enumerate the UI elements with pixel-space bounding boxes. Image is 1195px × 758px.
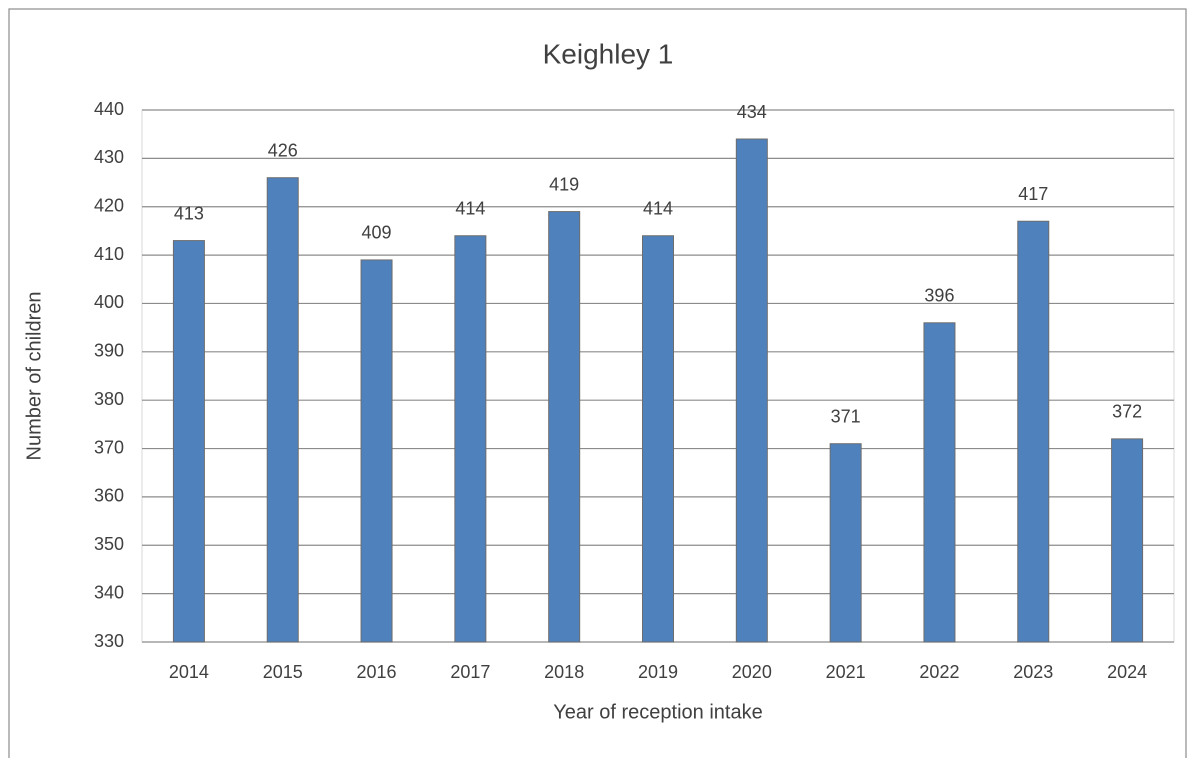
bar <box>172 240 205 643</box>
data-label: 372 <box>1112 402 1142 422</box>
x-tick-label: 2024 <box>1107 662 1147 682</box>
y-axis-label: Number of children <box>23 292 45 461</box>
y-tick-label: 370 <box>94 437 124 457</box>
bar <box>735 138 768 643</box>
y-tick-label: 350 <box>94 534 124 554</box>
y-tick-label: 420 <box>94 195 124 215</box>
bar <box>360 259 393 643</box>
x-tick-label: 2020 <box>732 662 772 682</box>
x-tick-label: 2015 <box>263 662 303 682</box>
y-tick-label: 440 <box>94 99 124 119</box>
chart-border <box>8 8 1187 758</box>
x-axis-label: Year of reception intake <box>553 701 762 723</box>
data-label: 396 <box>924 286 954 306</box>
bar <box>266 177 299 643</box>
data-label: 419 <box>549 174 579 194</box>
y-tick-label: 430 <box>94 147 124 167</box>
chart-title: Keighley 1 <box>543 38 674 69</box>
data-label: 426 <box>268 140 298 160</box>
bar <box>548 211 581 643</box>
data-label: 409 <box>362 223 392 243</box>
bar <box>1111 438 1144 643</box>
y-tick-label: 410 <box>94 244 124 264</box>
x-tick-label: 2023 <box>1013 662 1053 682</box>
x-tick-label: 2018 <box>544 662 584 682</box>
bar <box>642 235 674 643</box>
data-label: 414 <box>643 198 673 218</box>
y-tick-label: 380 <box>94 389 124 409</box>
y-tick-label: 390 <box>94 341 124 361</box>
y-tick-label: 340 <box>94 582 124 602</box>
data-label: 371 <box>831 406 861 426</box>
data-label: 413 <box>174 203 204 223</box>
x-tick-label: 2022 <box>919 662 959 682</box>
x-tick-label: 2017 <box>450 662 490 682</box>
bar <box>923 322 956 643</box>
x-tick-label: 2014 <box>169 662 209 682</box>
x-tick-label: 2021 <box>826 662 866 682</box>
bar <box>454 235 487 643</box>
x-tick-label: 2016 <box>357 662 397 682</box>
y-tick-label: 330 <box>94 631 124 651</box>
data-label: 434 <box>737 102 767 122</box>
y-tick-label: 360 <box>94 486 124 506</box>
bar <box>1017 220 1050 643</box>
data-label: 417 <box>1018 184 1048 204</box>
y-tick-label: 400 <box>94 292 124 312</box>
x-tick-label: 2019 <box>638 662 678 682</box>
bar <box>829 443 862 643</box>
data-label: 414 <box>455 198 485 218</box>
